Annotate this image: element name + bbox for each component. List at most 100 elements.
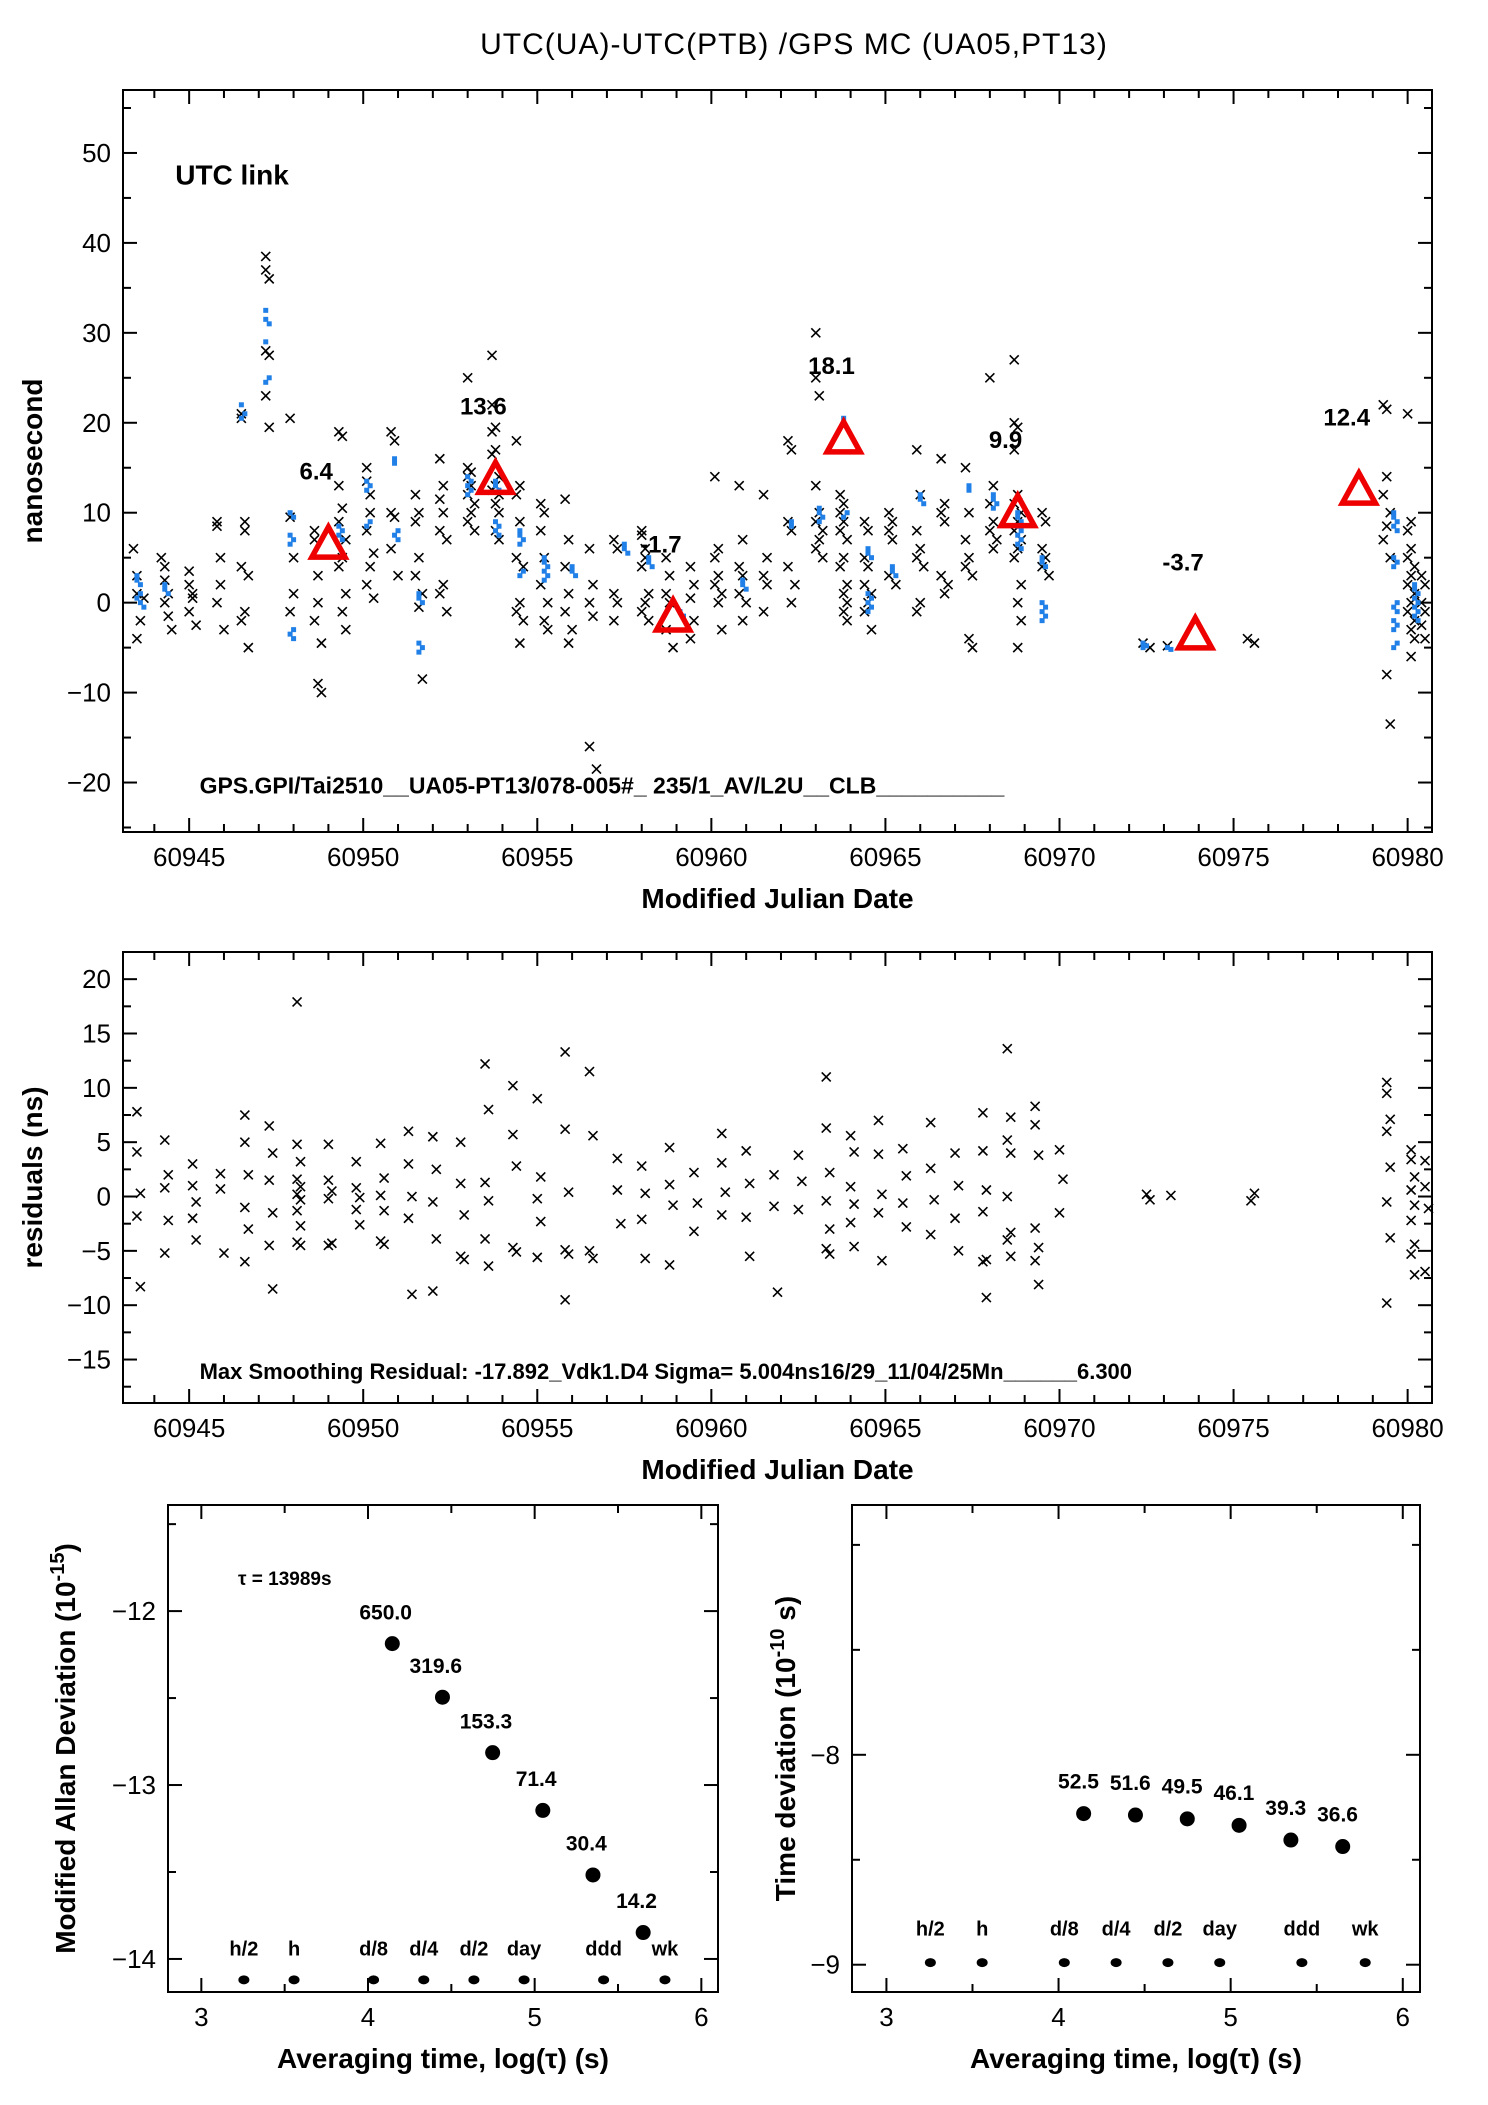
data-point [585, 1867, 601, 1883]
x-marker [1144, 1194, 1156, 1205]
data-point [1127, 1807, 1143, 1823]
blue-square-marker [1391, 555, 1397, 561]
x-marker [984, 372, 995, 383]
x-marker [953, 1180, 964, 1191]
blue-square-marker [1412, 582, 1418, 588]
x-marker [796, 1176, 807, 1187]
x-marker [967, 642, 978, 653]
x-marker [354, 1219, 365, 1230]
category-marker [924, 1958, 936, 1968]
x-marker [563, 588, 574, 599]
category-marker [238, 1975, 250, 1985]
x-marker [664, 570, 675, 581]
blue-square-marker [1391, 564, 1397, 570]
x-marker [285, 413, 296, 424]
triangle-marker [474, 456, 517, 496]
data-point-value-label: 51.6 [1110, 1772, 1151, 1795]
blue-square-marker [816, 510, 822, 516]
plot-title: UTC(UA)-UTC(PTB) /GPS MC (UA05,PT13) [480, 28, 1108, 61]
category-marker [288, 1975, 300, 1985]
blue-square-marker [238, 402, 244, 408]
blue-square-marker [820, 514, 826, 520]
x-marker [709, 552, 720, 563]
blue-square-marker [573, 573, 579, 579]
blue-square-marker [287, 541, 293, 547]
x-marker [434, 588, 445, 599]
blue-square-marker [1415, 591, 1421, 597]
y-axis-title: Time deviation (10-10 s) [767, 1596, 801, 1901]
x-marker [845, 1181, 856, 1192]
x-marker [486, 350, 498, 361]
x-marker [403, 1158, 414, 1169]
blue-square-marker [392, 456, 398, 462]
x-marker [636, 525, 647, 536]
blue-square-marker [162, 582, 168, 588]
category-label: d/2 [459, 1938, 488, 1960]
x-marker [821, 1122, 832, 1134]
x-marker [434, 494, 445, 505]
x-marker [260, 251, 271, 262]
x-marker [1005, 1227, 1016, 1238]
x-marker [685, 593, 696, 604]
blue-square-marker [541, 577, 547, 583]
x-marker [511, 1161, 522, 1172]
blue-square-marker [841, 514, 847, 520]
x-marker [814, 390, 825, 401]
x-marker [960, 561, 971, 572]
blue-square-marker [336, 532, 342, 538]
x-marker [1057, 1174, 1069, 1185]
x-marker [260, 264, 271, 275]
x-marker [1005, 1112, 1016, 1123]
blue-square-marker [392, 460, 398, 466]
x-marker [901, 1221, 912, 1233]
x-marker [685, 633, 696, 644]
x-marker [810, 327, 821, 338]
x-marker [535, 1171, 546, 1183]
x-tick-label: 6 [1396, 2002, 1410, 2032]
x-marker [135, 1188, 146, 1199]
x-tick-label: 60955 [501, 1413, 573, 1443]
x-marker [337, 606, 348, 617]
x-marker [925, 1163, 936, 1174]
blue-square-marker [395, 528, 401, 534]
x-marker [1409, 588, 1420, 599]
x-marker [842, 597, 853, 608]
blue-square-marker [468, 478, 474, 484]
blue-square-marker [465, 492, 471, 498]
x-marker [267, 1207, 278, 1218]
x-marker [215, 1183, 226, 1194]
x-marker [915, 597, 926, 608]
x-marker [939, 588, 950, 599]
y-tick-label: 0 [97, 1182, 111, 1212]
x-marker [782, 561, 794, 572]
y-tick-label: 10 [82, 1073, 111, 1103]
category-label: d/4 [1102, 1918, 1132, 1940]
blue-square-marker [493, 519, 499, 525]
x-marker [859, 579, 870, 590]
x-marker [131, 633, 142, 644]
x-marker [862, 525, 874, 536]
triangle-marker [822, 416, 865, 455]
x-marker [953, 1245, 964, 1256]
x-marker [239, 1202, 250, 1213]
x-marker [483, 1104, 494, 1115]
x-marker [243, 570, 254, 581]
x-marker [1165, 1190, 1176, 1201]
category-label: h [976, 1918, 988, 1940]
x-marker [991, 534, 1002, 545]
x-marker [459, 1209, 470, 1221]
x-marker [292, 1139, 303, 1150]
category-label: d/8 [1050, 1918, 1079, 1940]
blue-square-marker [339, 537, 345, 543]
x-marker [587, 1253, 599, 1264]
axes-frame [122, 89, 1433, 833]
x-marker [1012, 597, 1023, 608]
x-marker [1040, 516, 1051, 527]
x-marker [535, 498, 546, 509]
x-marker [1381, 1297, 1392, 1309]
x-marker [1054, 1144, 1065, 1155]
blue-square-marker [493, 478, 499, 484]
x-marker [817, 525, 828, 536]
blue-square-marker [865, 591, 871, 597]
x-marker [1012, 642, 1023, 653]
